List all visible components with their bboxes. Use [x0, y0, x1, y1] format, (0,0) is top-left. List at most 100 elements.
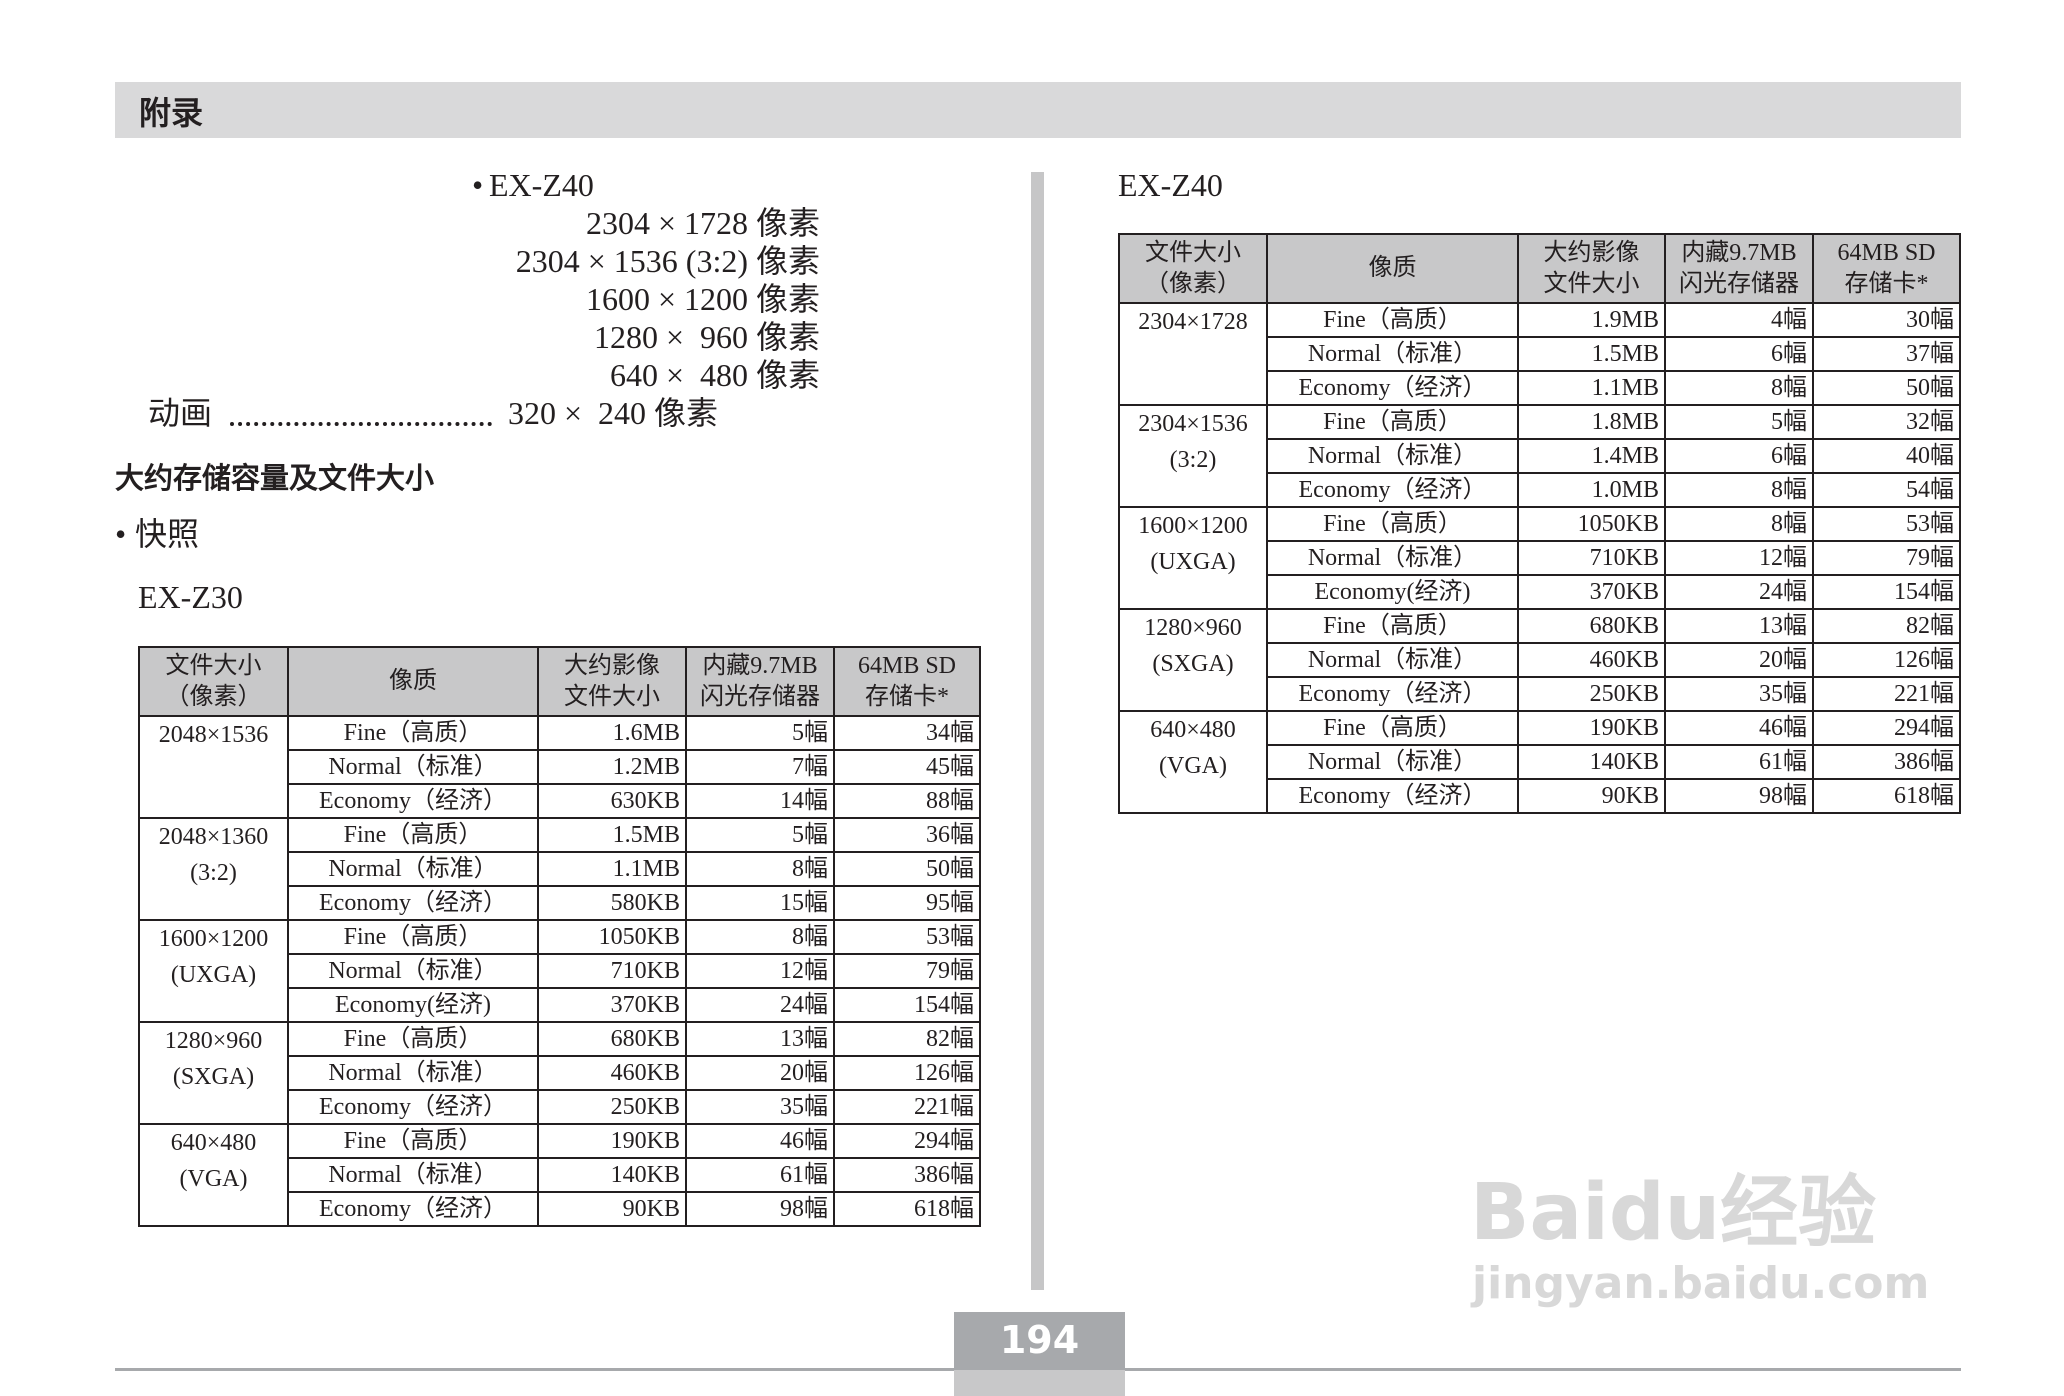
table-row: Normal（标准） 140KB 61幅 386幅 [139, 1157, 981, 1193]
header-text: 内藏9.7MB [1681, 239, 1797, 266]
value-cell: 61幅 [685, 1157, 835, 1193]
value-cell: 140KB [537, 1157, 687, 1193]
quality-cell: Fine（高质） [1266, 608, 1519, 644]
value-cell: 12幅 [685, 953, 835, 989]
table-model: EX-Z30 [138, 579, 243, 615]
header-text: 存储卡* [1844, 270, 1929, 297]
quality-cell: Economy(经济) [287, 987, 539, 1023]
size-text: 1280×960 [164, 1028, 263, 1054]
header-text: 文件大小 [165, 652, 262, 679]
quality-cell: Normal（标准） [287, 953, 539, 989]
size-text: 640×480 [1150, 717, 1236, 743]
value-cell: 12幅 [1664, 540, 1814, 576]
table-header: 文件大小 （像素） 像质 大约影像 文件大小 内藏9.7MB 闪光存储器 64MB SD 存储卡… [138, 646, 981, 717]
value-cell: 40幅 [1812, 438, 1961, 474]
spec-line: 1280 × 960 像素 [593, 319, 820, 355]
value-cell: 79幅 [1812, 540, 1961, 576]
dot-leader [230, 422, 492, 426]
value-cell: 1.8MB [1517, 404, 1666, 440]
size-text: (3:2) [1169, 447, 1217, 473]
quality-cell: Fine（高质） [1266, 506, 1519, 542]
movie-value: 320 × 240 像素 [508, 395, 719, 431]
header-text: 文件大小 [1543, 270, 1640, 297]
value-cell: 460KB [537, 1055, 687, 1091]
quality-cell: Fine（高质） [287, 817, 539, 853]
quality-cell: Fine（高质） [1266, 302, 1519, 338]
table-row: Normal（标准） 1.4MB 6幅 40幅 [1119, 438, 1961, 474]
value-cell: 5幅 [1664, 404, 1814, 440]
value-cell: 35幅 [1664, 676, 1814, 712]
value-cell: 45幅 [833, 749, 981, 785]
value-cell: 98幅 [1664, 778, 1814, 814]
size-cell: 640×480 (VGA) [1118, 710, 1268, 814]
table-row: Normal（标准） 1.5MB 6幅 37幅 [1119, 336, 1961, 372]
size-text: 640×480 [170, 1130, 257, 1156]
subtitle: 快照 [135, 516, 200, 552]
movie-label: 动画 [148, 395, 213, 431]
quality-cell: Fine（高质） [1266, 404, 1519, 440]
quality-cell: Economy（经济） [287, 885, 539, 921]
table-row: Normal（标准） 460KB 20幅 126幅 [1119, 642, 1961, 678]
value-cell: 680KB [1517, 608, 1666, 644]
value-cell: 82幅 [833, 1021, 981, 1057]
value-cell: 24幅 [1664, 574, 1814, 610]
spec-line: 2304 × 1536 (3:2) 像素 [515, 243, 820, 279]
header-cell: 内藏9.7MB 闪光存储器 [1664, 233, 1814, 304]
table-row: Economy（经济） 250KB 35幅 221幅 [1119, 676, 1961, 712]
table-row: 2304×1536 (3:2) Fine（高质） 1.8MB 5幅 32幅 [1118, 404, 1961, 508]
value-cell: 61幅 [1664, 744, 1814, 780]
model: EX-Z40 [489, 167, 594, 203]
table-model: EX-Z40 [1118, 167, 1223, 203]
size-cell: 640×480 (VGA) [138, 1123, 289, 1227]
value-cell: 46幅 [685, 1123, 835, 1159]
value-cell: 54幅 [1812, 472, 1961, 508]
table-row: Economy（经济） 630KB 14幅 88幅 [139, 783, 981, 819]
value-cell: 82幅 [1812, 608, 1961, 644]
bullet: • [472, 167, 484, 203]
value-cell: 98幅 [685, 1191, 835, 1227]
value-cell: 386幅 [833, 1157, 981, 1193]
value-cell: 190KB [537, 1123, 687, 1159]
value-cell: 1.9MB [1517, 302, 1666, 338]
header-text: 闪光存储器 [1679, 270, 1799, 297]
quality-cell: Normal（标准） [287, 749, 539, 785]
table-row: Economy(经济) 370KB 24幅 154幅 [139, 987, 981, 1023]
value-cell: 88幅 [833, 783, 981, 819]
value-cell: 90KB [537, 1191, 687, 1227]
value-cell: 580KB [537, 885, 687, 921]
header-cell: 大约影像 文件大小 [1517, 233, 1666, 304]
quality-cell: Economy（经济） [287, 783, 539, 819]
value-cell: 618幅 [833, 1191, 981, 1227]
header-text: 文件大小 [564, 683, 660, 710]
table-row: Normal（标准） 710KB 12幅 79幅 [1119, 540, 1961, 576]
value-cell: 20幅 [685, 1055, 835, 1091]
value-cell: 154幅 [833, 987, 981, 1023]
value-cell: 4幅 [1664, 302, 1814, 338]
value-cell: 8幅 [1664, 472, 1814, 508]
spec-table: 文件大小 （像素） 像质 大约影像 文件大小 内藏9.7MB 闪光存储器 64MB SD 存储卡… [138, 646, 981, 1227]
size-text: 2048×1536 [158, 722, 269, 748]
table-row: Economy（经济） 1.0MB 8幅 54幅 [1119, 472, 1961, 508]
value-cell: 1050KB [537, 919, 687, 955]
value-cell: 34幅 [833, 715, 981, 751]
table-row: 2048×1360 (3:2) Fine（高质） 1.5MB 5幅 36幅 [138, 817, 981, 921]
value-cell: 1.5MB [537, 817, 687, 853]
quality-cell: Economy（经济） [1266, 676, 1519, 712]
quality-cell: Economy(经济) [1266, 574, 1519, 610]
value-cell: 460KB [1517, 642, 1666, 678]
value-cell: 46幅 [1664, 710, 1814, 746]
table-row: 1600×1200 (UXGA) Fine（高质） 1050KB 8幅 53幅 [138, 919, 981, 1023]
value-cell: 710KB [537, 953, 687, 989]
header-bar [115, 82, 1961, 138]
header-text: 大约影像 [1543, 239, 1640, 266]
value-cell: 1.1MB [1517, 370, 1666, 406]
header-row: 文件大小 （像素） 像质 大约影像 文件大小 内藏9.7MB 闪光存储器 64MB SD 存储卡… [138, 646, 981, 717]
value-cell: 8幅 [1664, 506, 1814, 542]
value-cell: 8幅 [685, 919, 835, 955]
value-cell: 1050KB [1517, 506, 1666, 542]
size-text: 2304×1728 [1138, 309, 1248, 335]
quality-cell: Normal（标准） [1266, 642, 1519, 678]
size-text: (VGA) [1159, 753, 1227, 779]
header-text: 64MB SD [857, 652, 957, 679]
value-cell: 5幅 [685, 715, 835, 751]
